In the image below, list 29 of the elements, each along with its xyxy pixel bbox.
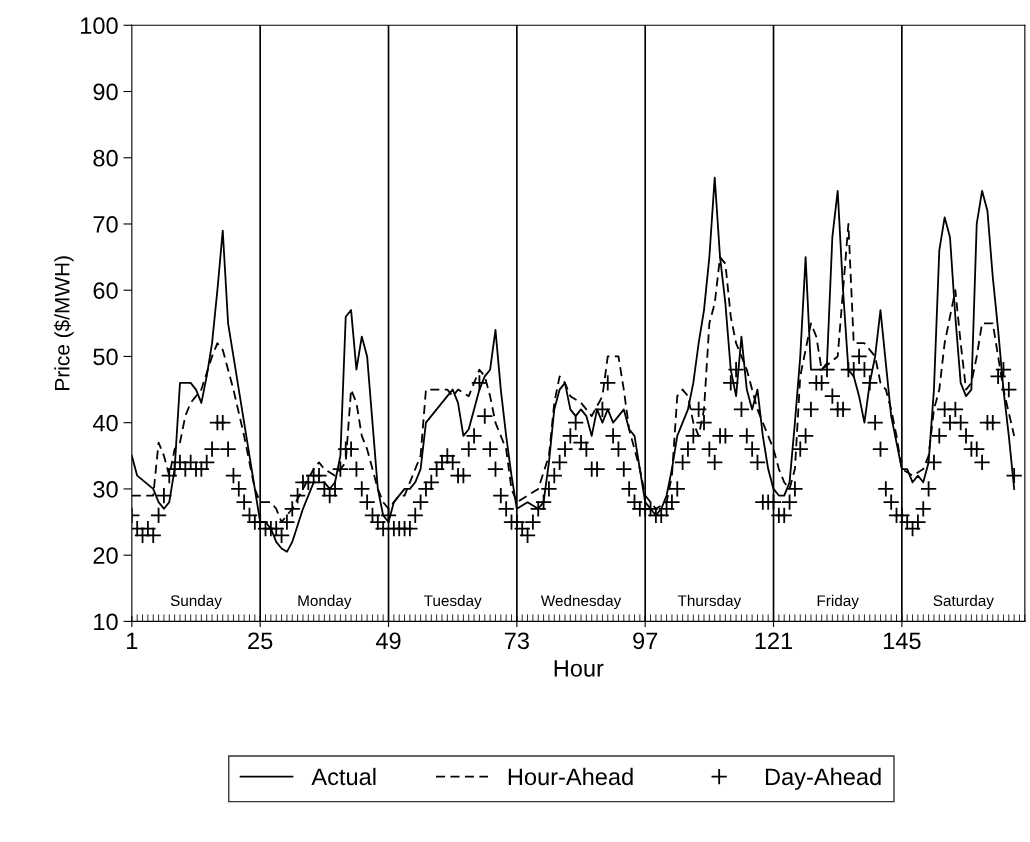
y-tick-label: 80 — [93, 149, 118, 167]
annotation: Thursday — [677, 594, 742, 610]
x-tick-label: 1 — [127, 632, 138, 649]
legend-label: Actual — [311, 767, 376, 786]
annotation: Sunday — [170, 594, 222, 610]
legend-label: Day-Ahead — [765, 767, 881, 790]
y-tick-label: 40 — [92, 414, 118, 432]
x-tick-label: 97 — [633, 632, 658, 650]
x-tick-label: 121 — [755, 632, 793, 649]
annotation: Saturday — [933, 594, 994, 610]
annotation: Monday — [298, 594, 352, 610]
x-axis-title: Hour — [554, 660, 604, 677]
y-tick-label: 70 — [93, 216, 118, 233]
y-tick-label: 50 — [93, 348, 118, 366]
y-axis-title: Price ($/MWH) — [53, 256, 74, 390]
y-tick-label: 10 — [94, 613, 118, 631]
y-tick-label: 90 — [93, 83, 118, 101]
x-tick-label: 145 — [883, 632, 921, 650]
y-tick-label: 100 — [81, 17, 118, 35]
annotation: Wednesday — [540, 594, 622, 610]
x-tick-label: 73 — [504, 632, 529, 650]
y-tick-label: 20 — [93, 547, 118, 564]
annotation: Tuesday — [424, 594, 482, 610]
x-tick-label: 49 — [375, 632, 401, 650]
y-tick-label: 30 — [93, 480, 118, 498]
legend-label: Hour-Ahead — [508, 767, 633, 786]
x-tick-label: 25 — [248, 632, 273, 650]
y-tick-label: 60 — [93, 282, 118, 299]
annotation: Friday — [817, 594, 859, 610]
